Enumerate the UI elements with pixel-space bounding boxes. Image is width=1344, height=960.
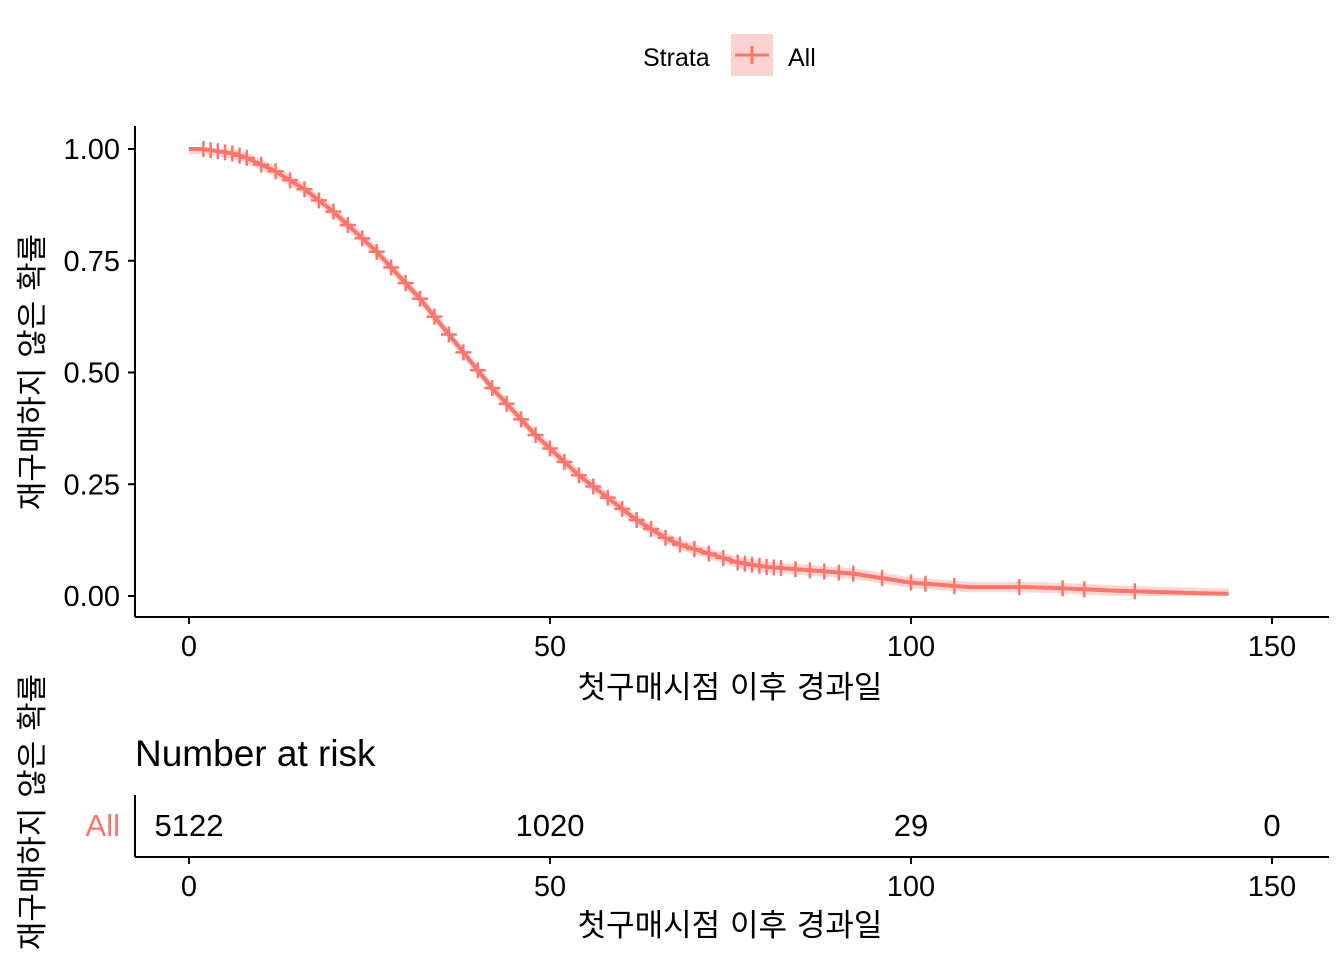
risk-table-value: 1020 (516, 808, 585, 843)
censor-mark (440, 326, 457, 343)
x-tick-label: 0 (181, 871, 197, 903)
y-tick-label: 0.00 (64, 581, 120, 613)
censor-mark (917, 575, 934, 592)
x-tick-label: 100 (887, 871, 935, 903)
legend-label-all: All (788, 44, 816, 72)
censor-mark (830, 564, 847, 581)
censor-mark (368, 243, 385, 260)
censor-mark (585, 478, 602, 495)
x-tick-label: 100 (887, 631, 935, 663)
censor-mark (253, 156, 270, 173)
censor-mark (267, 163, 284, 180)
y-axis-ticks: 0.00 0.25 0.50 0.75 1.00 (64, 134, 135, 613)
risk-table-x-axis-ticks: 0 50 100 150 (181, 857, 1296, 903)
censor-mark (455, 344, 472, 361)
censor-mark (1076, 581, 1093, 598)
survival-plot-panel: 0.00 0.25 0.50 0.75 1.00 0 50 100 150 첫구매시점 이후 … (15, 126, 1329, 706)
censor-mark (339, 216, 356, 233)
risk-table-strata-label: All (86, 808, 120, 843)
censor-mark (801, 562, 818, 579)
censor-mark (628, 512, 645, 529)
censor-marks (195, 141, 1143, 600)
censor-mark (643, 520, 660, 537)
censor-mark (700, 545, 717, 562)
censor-mark (310, 192, 327, 209)
censor-mark (498, 395, 515, 412)
censor-mark (397, 275, 414, 292)
censor-mark (686, 541, 703, 558)
y-tick-label: 0.50 (64, 358, 120, 390)
censor-mark (657, 529, 674, 546)
censor-mark (570, 467, 587, 484)
survival-curve-all (189, 147, 1229, 596)
censor-mark (412, 290, 429, 307)
risk-table-title: Number at risk (135, 733, 376, 774)
censor-mark (816, 563, 833, 580)
y-tick-label: 0.25 (64, 469, 120, 501)
x-tick-label: 0 (181, 631, 197, 663)
censor-mark (469, 362, 486, 379)
censor-mark (556, 453, 573, 470)
censor-mark (903, 574, 919, 591)
x-tick-label: 150 (1248, 631, 1296, 663)
censor-mark (527, 427, 544, 444)
risk-table-x-axis-title: 첫구매시점 이후 경과일 (578, 908, 883, 944)
censor-mark (845, 565, 862, 582)
censor-mark (1011, 579, 1028, 596)
x-tick-label: 50 (534, 631, 566, 663)
y-tick-label: 0.75 (64, 246, 120, 278)
y-tick-label: 1.00 (64, 134, 120, 166)
censor-mark (1126, 583, 1143, 600)
x-tick-label: 150 (1248, 871, 1296, 903)
confidence-band (189, 149, 1229, 596)
censor-mark (946, 577, 963, 594)
censor-mark (231, 147, 248, 164)
censor-mark (296, 181, 313, 198)
y-axis-title: 재구매하지 않은 확률 (15, 234, 51, 510)
censor-mark (238, 149, 255, 166)
censor-mark (671, 536, 688, 553)
censor-mark (383, 259, 400, 276)
censor-mark (542, 440, 558, 457)
risk-table-values: 5122 1020 29 0 (155, 808, 1281, 843)
censor-mark (787, 561, 804, 578)
censor-mark (426, 308, 443, 325)
censor-mark (325, 203, 342, 220)
censor-mark (599, 489, 616, 506)
censor-mark (874, 570, 891, 587)
legend-title: Strata (643, 44, 710, 72)
risk-table: Number at risk All 5122 1020 29 0 0 50 100 150… (15, 674, 1329, 950)
x-axis-title: 첫구매시점 이후 경과일 (578, 670, 883, 706)
risk-table-value: 29 (894, 808, 928, 843)
censor-mark (484, 380, 501, 397)
censor-mark (282, 172, 299, 189)
risk-table-value: 0 (1263, 808, 1280, 843)
censor-mark (1054, 580, 1071, 597)
legend: Strata All (643, 34, 816, 76)
censor-mark (354, 230, 371, 247)
censor-mark (715, 550, 732, 567)
censor-mark (614, 500, 631, 517)
censor-mark (224, 145, 241, 162)
x-tick-label: 50 (534, 871, 566, 903)
risk-table-y-axis-title: 재구매하지 않은 확률 (15, 674, 51, 950)
x-axis-ticks: 0 50 100 150 (181, 617, 1296, 663)
censor-mark (513, 411, 530, 428)
risk-table-value: 5122 (155, 808, 224, 843)
censor-mark (773, 560, 790, 577)
